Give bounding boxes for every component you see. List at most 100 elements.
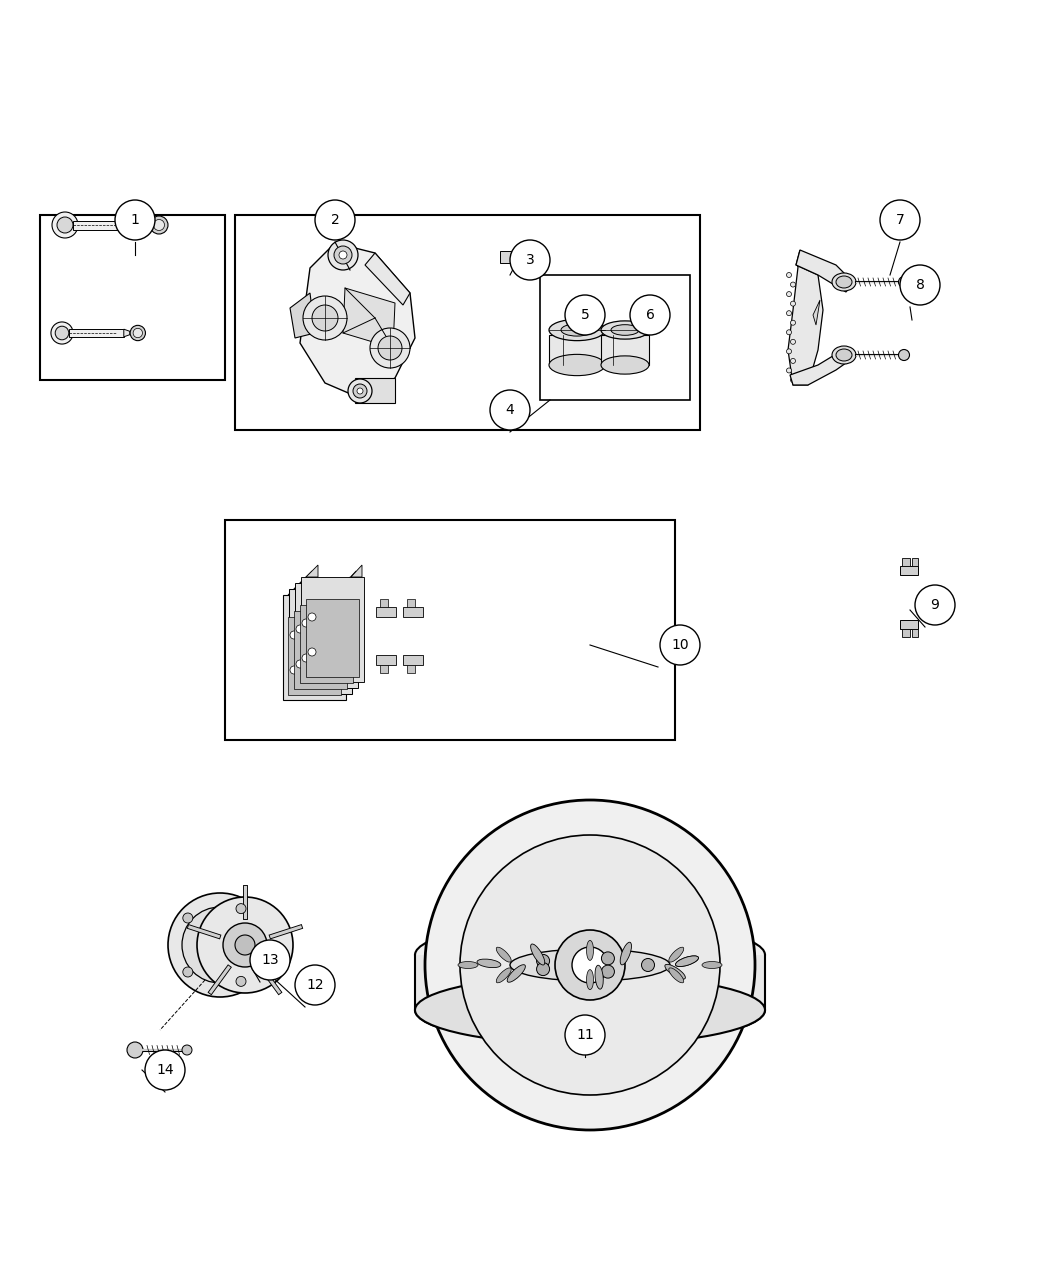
Circle shape bbox=[52, 212, 78, 238]
Circle shape bbox=[565, 295, 605, 335]
Text: 10: 10 bbox=[671, 638, 689, 652]
Circle shape bbox=[183, 913, 193, 923]
Polygon shape bbox=[289, 589, 352, 694]
Circle shape bbox=[900, 265, 940, 305]
Polygon shape bbox=[900, 620, 918, 629]
Circle shape bbox=[290, 631, 298, 639]
Text: 7: 7 bbox=[896, 213, 904, 227]
Circle shape bbox=[290, 666, 298, 674]
Polygon shape bbox=[912, 629, 918, 638]
Ellipse shape bbox=[497, 947, 511, 963]
Circle shape bbox=[565, 1015, 605, 1054]
Polygon shape bbox=[788, 250, 823, 385]
Ellipse shape bbox=[587, 970, 593, 989]
Circle shape bbox=[555, 929, 625, 1000]
Circle shape bbox=[378, 337, 402, 360]
Ellipse shape bbox=[601, 321, 649, 339]
Ellipse shape bbox=[561, 324, 593, 337]
Ellipse shape bbox=[621, 942, 631, 965]
Circle shape bbox=[510, 240, 550, 280]
Circle shape bbox=[348, 379, 372, 403]
Circle shape bbox=[786, 330, 792, 335]
Circle shape bbox=[642, 959, 654, 972]
Circle shape bbox=[334, 246, 352, 264]
Circle shape bbox=[223, 923, 267, 966]
Circle shape bbox=[786, 273, 792, 278]
Polygon shape bbox=[295, 583, 358, 689]
Ellipse shape bbox=[415, 975, 765, 1046]
Circle shape bbox=[303, 296, 346, 340]
Polygon shape bbox=[294, 611, 346, 689]
Circle shape bbox=[460, 835, 720, 1095]
Polygon shape bbox=[74, 221, 145, 230]
Polygon shape bbox=[339, 578, 350, 589]
Circle shape bbox=[660, 625, 700, 666]
Polygon shape bbox=[902, 629, 910, 638]
Circle shape bbox=[425, 799, 755, 1130]
Circle shape bbox=[51, 323, 74, 344]
Circle shape bbox=[197, 898, 293, 993]
Polygon shape bbox=[407, 599, 415, 607]
Ellipse shape bbox=[458, 961, 478, 969]
Polygon shape bbox=[294, 578, 306, 589]
Circle shape bbox=[537, 963, 549, 975]
Ellipse shape bbox=[497, 968, 511, 983]
Ellipse shape bbox=[832, 273, 856, 291]
Ellipse shape bbox=[669, 968, 684, 983]
Circle shape bbox=[572, 947, 608, 983]
Polygon shape bbox=[380, 666, 388, 673]
Circle shape bbox=[490, 390, 530, 430]
Circle shape bbox=[602, 952, 614, 965]
Polygon shape bbox=[300, 244, 415, 398]
Polygon shape bbox=[290, 293, 315, 338]
Ellipse shape bbox=[836, 275, 852, 288]
Circle shape bbox=[880, 200, 920, 240]
Circle shape bbox=[786, 292, 792, 297]
Circle shape bbox=[302, 618, 310, 627]
Text: 13: 13 bbox=[261, 952, 279, 966]
Ellipse shape bbox=[549, 319, 605, 340]
Text: 6: 6 bbox=[646, 309, 654, 323]
Circle shape bbox=[353, 384, 367, 398]
Circle shape bbox=[236, 977, 246, 987]
Circle shape bbox=[370, 328, 410, 368]
Circle shape bbox=[315, 200, 355, 240]
Polygon shape bbox=[813, 300, 820, 325]
Ellipse shape bbox=[510, 949, 670, 980]
Polygon shape bbox=[403, 607, 423, 617]
Polygon shape bbox=[351, 565, 362, 578]
Ellipse shape bbox=[665, 964, 686, 979]
Polygon shape bbox=[407, 666, 415, 673]
Polygon shape bbox=[355, 377, 395, 403]
Circle shape bbox=[602, 965, 614, 978]
Circle shape bbox=[182, 1046, 192, 1054]
Polygon shape bbox=[902, 558, 910, 566]
Circle shape bbox=[786, 311, 792, 316]
Text: 12: 12 bbox=[307, 978, 323, 992]
Text: 9: 9 bbox=[930, 598, 940, 612]
Ellipse shape bbox=[836, 349, 852, 361]
Polygon shape bbox=[300, 571, 312, 583]
Text: 14: 14 bbox=[156, 1063, 174, 1077]
Circle shape bbox=[534, 251, 546, 263]
Circle shape bbox=[308, 648, 316, 657]
Polygon shape bbox=[345, 571, 356, 583]
Circle shape bbox=[537, 955, 549, 968]
Ellipse shape bbox=[477, 959, 501, 968]
Ellipse shape bbox=[611, 325, 639, 335]
Circle shape bbox=[791, 358, 796, 363]
Polygon shape bbox=[300, 606, 353, 683]
Circle shape bbox=[235, 935, 255, 955]
Ellipse shape bbox=[832, 346, 856, 363]
Circle shape bbox=[168, 892, 272, 997]
Polygon shape bbox=[601, 335, 649, 365]
Text: 5: 5 bbox=[581, 309, 589, 323]
Polygon shape bbox=[900, 566, 918, 575]
Circle shape bbox=[250, 940, 290, 980]
Circle shape bbox=[130, 325, 146, 340]
Ellipse shape bbox=[669, 947, 684, 963]
Circle shape bbox=[116, 200, 155, 240]
Ellipse shape bbox=[530, 944, 545, 965]
Polygon shape bbox=[69, 329, 124, 337]
Circle shape bbox=[133, 329, 143, 338]
